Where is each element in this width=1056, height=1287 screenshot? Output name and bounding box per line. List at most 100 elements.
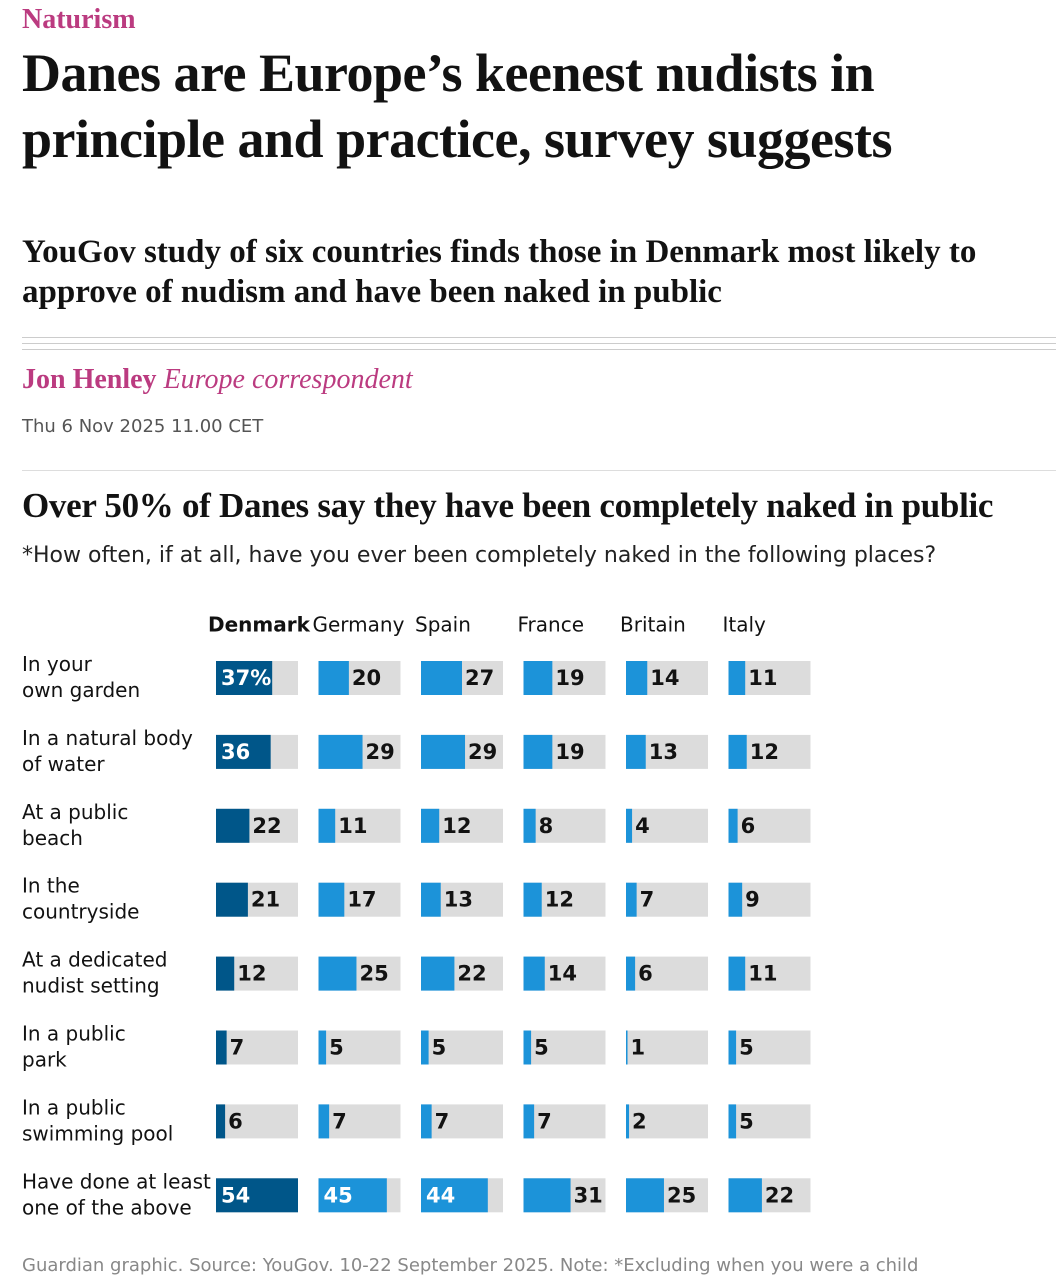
value-label: 11 [338,814,367,838]
value-label: 11 [748,666,777,690]
bar [421,1104,432,1139]
row-label-line: own garden [22,678,140,702]
bar [523,956,545,991]
bar [318,808,336,843]
row-label: Have done at least one of the above [22,1169,211,1219]
bar [421,661,462,695]
value-label: 13 [649,740,678,764]
bar [626,882,637,917]
bar [421,808,440,843]
row-label-line: nudist setting [22,973,160,997]
row-label: In a public swimming pool [22,1095,173,1145]
value-label: 4 [635,814,650,838]
bar-track [626,882,708,917]
bar [523,734,553,769]
byline: Jon Henley Europe correspondent [22,364,413,396]
row-label-line: In the [22,873,80,897]
bar [523,661,553,695]
author-role: Europe correspondent [163,364,413,395]
bar [626,734,646,769]
bar [421,956,455,991]
value-label: 22 [457,962,486,986]
bar [728,882,743,917]
row-label-line: one of the above [22,1195,192,1219]
value-label: 44 [426,1183,455,1207]
value-label: 27 [465,666,494,690]
bar [523,882,542,917]
bar [523,1030,532,1065]
value-label: 14 [548,962,577,986]
column-header: Denmark [208,613,311,637]
standfirst: YouGov study of six countries finds thos… [22,234,977,310]
row-label: In a public park [22,1021,126,1071]
section-label[interactable]: Naturism [22,4,136,35]
value-label: 12 [545,888,574,912]
bar [728,1178,762,1213]
bar-track [523,808,606,843]
bar [626,808,633,843]
bar [318,734,363,769]
value-label: 45 [324,1183,353,1207]
bar-track [421,1030,503,1065]
author[interactable]: Jon Henley [22,364,157,395]
value-label: 11 [748,962,777,986]
value-label: 12 [442,814,471,838]
bar-track [728,808,811,843]
value-label: 31 [574,1183,603,1207]
source-note: Guardian graphic. Source: YouGov. 10-22 … [22,1255,919,1276]
row-label-line: In a natural body [22,725,193,749]
bar-track [626,1030,708,1065]
bar [421,734,466,769]
bar [523,1178,571,1213]
bar [216,882,248,917]
value-label: 19 [555,740,584,764]
date: Thu 6 Nov 2025 11.00 CET [22,416,264,437]
row-label-line: park [22,1047,67,1071]
row-label-line: In a public [22,1021,126,1045]
bar [216,1178,298,1213]
bar-track [728,1104,811,1139]
value-label: 37% [221,666,271,690]
row-label: In a natural body of water [22,725,193,775]
column-header: France [518,613,585,637]
value-label: 54 [221,1183,250,1207]
bar [728,956,746,991]
bar [421,882,441,917]
value-label: 12 [237,962,266,986]
row-label-line: Have done at least [22,1169,211,1193]
bar [626,1104,630,1139]
chart: In your own garden In a natural body of wat… [22,613,811,1219]
bar [523,1104,535,1139]
bar [421,1030,429,1065]
value-label: 20 [352,666,381,690]
value-label: 6 [741,814,756,838]
column-header: Britain [620,613,686,637]
bar [318,1030,327,1065]
bar [216,661,273,695]
value-label: 1 [631,1036,646,1060]
bar-track [421,1104,503,1139]
value-label: 7 [640,888,655,912]
bar [318,1104,330,1139]
bar [318,882,345,917]
value-label: 13 [444,888,473,912]
value-label: 25 [667,1183,696,1207]
row-label: At a public beach [22,799,128,849]
bar [728,661,746,695]
bar [728,808,738,843]
chart-title: Over 50% of Danes say they have been com… [22,486,994,525]
row-label-line: swimming pool [22,1121,173,1145]
value-label: 7 [230,1036,245,1060]
value-label: 9 [745,888,760,912]
row-label: In your own garden [22,652,140,702]
value-label: 17 [347,888,376,912]
value-label: 7 [435,1109,450,1133]
row-label-line: At a dedicated [22,947,168,971]
bar [523,808,536,843]
bar [318,661,349,695]
row-label-line: In a public [22,1095,126,1119]
bar-track [318,1030,401,1065]
row-label-line: In your [22,652,93,676]
chart-subtitle: *How often, if at all, have you ever bee… [22,543,937,568]
